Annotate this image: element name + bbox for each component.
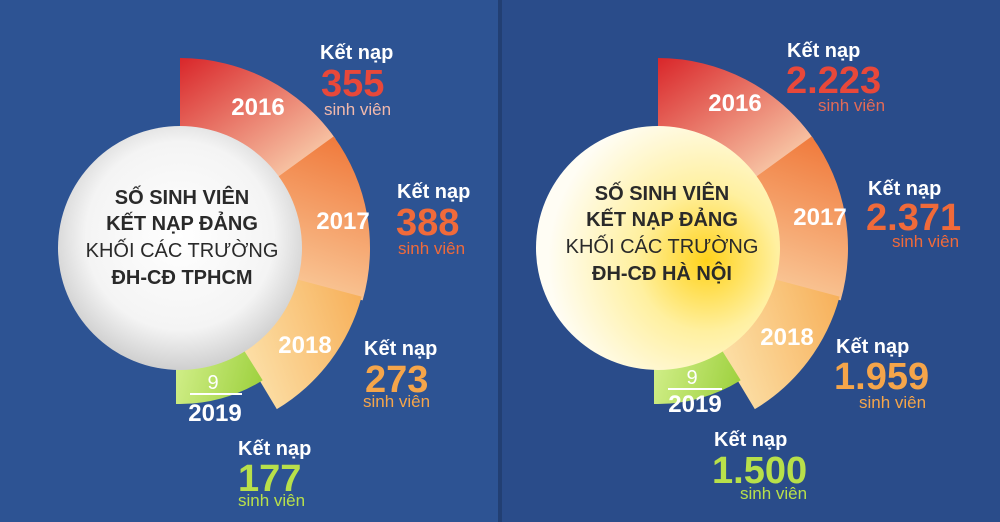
year-prefix-2019: 9	[207, 372, 218, 394]
svg-text:sinh viên: sinh viên	[363, 392, 430, 411]
circle-title-line-1: SỐ SINH VIÊN	[115, 185, 249, 209]
svg-text:177: 177	[238, 458, 301, 500]
year-label-2017: 2017	[316, 208, 369, 235]
value-label-2016: Kết nạp 355 sinh viên	[320, 42, 393, 119]
year-label-2016: 2016	[231, 94, 284, 121]
year-label-2018: 2018	[278, 332, 331, 359]
svg-text:Kết nạp: Kết nạp	[868, 178, 941, 200]
chart-hanoi: SỐ SINH VIÊN KẾT NẠP ĐẢNG KHỐI CÁC TRƯỜN…	[536, 40, 961, 503]
center-circle-hanoi	[536, 126, 780, 370]
svg-text:1.500: 1.500	[712, 450, 807, 492]
panel-divider	[498, 0, 502, 522]
value-label-2019: Kết nạp 1.500 sinh viên	[712, 429, 807, 503]
value-label-2016: Kết nạp 2.223 sinh viên	[786, 40, 885, 115]
ring-segment-2016	[658, 58, 814, 187]
svg-text:sinh viên: sinh viên	[398, 239, 465, 258]
circle-title-line-4: ĐH-CĐ TPHCM	[111, 267, 252, 289]
center-circle-tphcm	[58, 126, 302, 370]
svg-text:sinh viên: sinh viên	[818, 96, 885, 115]
value-label-2017: Kết nạp 388 sinh viên	[396, 181, 470, 258]
ring-segment-2018	[713, 275, 840, 410]
svg-text:273: 273	[365, 359, 428, 401]
svg-text:388: 388	[396, 202, 459, 244]
svg-text:2.371: 2.371	[866, 197, 961, 239]
svg-text:Kết nạp: Kết nạp	[836, 336, 909, 358]
ring-segment-2016	[180, 58, 336, 187]
circle-title-line-2: KẾT NẠP ĐẢNG	[106, 212, 258, 235]
svg-text:Kết nạp: Kết nạp	[320, 42, 393, 64]
year-label-2018: 2018	[760, 324, 813, 351]
chart-tphcm: SỐ SINH VIÊN KẾT NẠP ĐẢNG KHỐI CÁC TRƯỜN…	[58, 42, 470, 510]
year-label-2017: 2017	[793, 204, 846, 231]
svg-text:1.959: 1.959	[834, 356, 929, 398]
value-label-2018: Kết nạp 1.959 sinh viên	[834, 336, 929, 412]
svg-text:sinh viên: sinh viên	[324, 100, 391, 119]
year-label-2019: 2019	[188, 400, 241, 427]
svg-text:Kết nạp: Kết nạp	[397, 181, 470, 203]
circle-title-line-1: SỐ SINH VIÊN	[595, 181, 729, 205]
svg-text:355: 355	[321, 63, 384, 105]
value-label-2017: Kết nạp 2.371 sinh viên	[866, 178, 961, 251]
ring-segment-2018	[235, 275, 362, 410]
svg-text:Kết nạp: Kết nạp	[714, 429, 787, 451]
value-label-2019: Kết nạp 177 sinh viên	[238, 438, 311, 510]
circle-title-line-3: KHỐI CÁC TRƯỜNG	[566, 234, 759, 258]
svg-text:sinh viên: sinh viên	[238, 491, 305, 510]
circle-title-line-2: KẾT NẠP ĐẢNG	[586, 208, 738, 231]
year-label-2016: 2016	[708, 90, 761, 117]
svg-text:Kết nạp: Kết nạp	[787, 40, 860, 62]
circle-title-line-4: ĐH-CĐ HÀ NỘI	[592, 261, 732, 285]
svg-text:sinh viên: sinh viên	[740, 484, 807, 503]
year-prefix-2019: 9	[686, 367, 697, 389]
value-label-2018: Kết nạp 273 sinh viên	[363, 338, 437, 411]
circle-title-line-3: KHỐI CÁC TRƯỜNG	[86, 238, 279, 262]
svg-text:Kết nạp: Kết nạp	[364, 338, 437, 360]
svg-text:sinh viên: sinh viên	[892, 232, 959, 251]
svg-text:2.223: 2.223	[786, 60, 881, 102]
svg-text:Kết nạp: Kết nạp	[238, 438, 311, 460]
svg-text:sinh viên: sinh viên	[859, 393, 926, 412]
year-label-2019: 2019	[668, 391, 721, 418]
